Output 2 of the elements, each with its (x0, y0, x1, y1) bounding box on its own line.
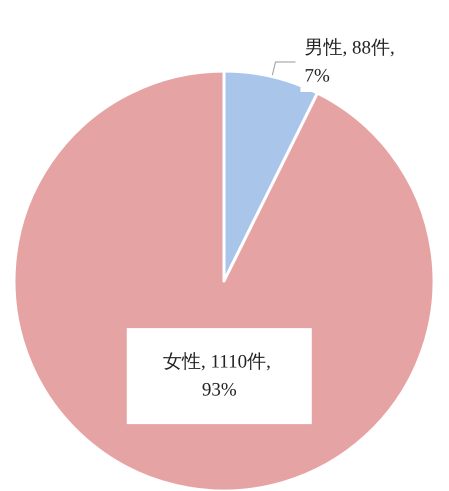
slice-label: 男性, 88件, 7% (304, 37, 400, 86)
slice-label: 女性, 1110件, 93% (163, 352, 276, 401)
